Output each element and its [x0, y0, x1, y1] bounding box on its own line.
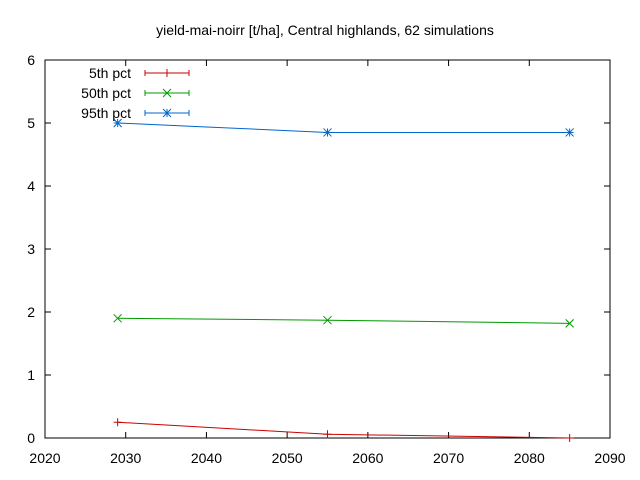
data-point [113, 418, 122, 427]
y-tick-label: 4 [27, 178, 35, 194]
y-tick-label: 0 [27, 430, 35, 446]
y-tick-label: 1 [27, 367, 35, 383]
x-tick-label: 2090 [594, 450, 625, 466]
legend-label: 50th pct [81, 85, 131, 101]
x-tick-label: 2040 [191, 450, 222, 466]
y-tick-label: 6 [27, 52, 35, 68]
chart-title: yield-mai-noirr [t/ha], Central highland… [156, 22, 494, 38]
legend-marker [162, 88, 172, 98]
x-axis: 2020 2030 2040 2050 2060 2070 2080 2090 [29, 60, 626, 466]
x-tick-label: 2050 [272, 450, 303, 466]
data-point [565, 318, 574, 328]
legend-label: 5th pct [89, 65, 131, 81]
y-tick-label: 3 [27, 241, 35, 257]
x-tick-label: 2070 [433, 450, 464, 466]
x-tick-label: 2080 [514, 450, 545, 466]
data-point [113, 313, 122, 323]
x-tick-label: 2020 [29, 450, 60, 466]
legend-label: 95th pct [81, 105, 131, 121]
y-tick-label: 5 [27, 115, 35, 131]
data-point [113, 118, 122, 128]
data-point [565, 128, 574, 137]
series-line [117, 421, 570, 439]
legend-marker [162, 108, 172, 118]
data-point [323, 430, 332, 439]
legend: 5th pct 50th pct 95th pct [81, 65, 190, 121]
data-point [323, 128, 332, 137]
y-tick-label: 2 [27, 304, 35, 320]
legend-marker [163, 69, 171, 77]
x-tick-label: 2030 [110, 450, 141, 466]
x-tick-label: 2060 [352, 450, 383, 466]
y-axis: 0 1 2 3 4 5 6 [27, 52, 610, 446]
data-point [323, 315, 332, 325]
series-line [117, 122, 570, 133]
series-layer [113, 118, 574, 442]
data-point [565, 434, 574, 442]
series-line [117, 317, 570, 324]
